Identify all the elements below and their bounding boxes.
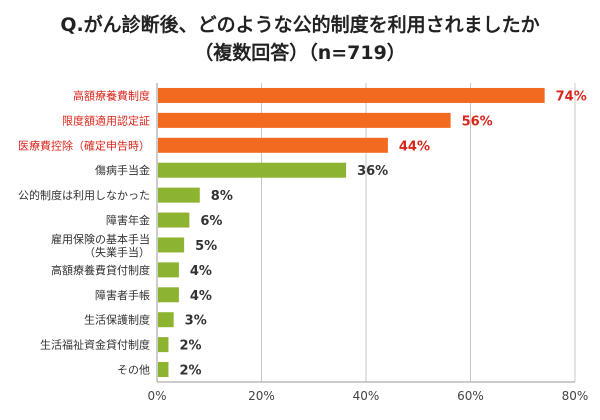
category-label: 限度額適用認定証 — [62, 113, 150, 127]
bar — [158, 337, 169, 353]
data-label: 2% — [179, 364, 201, 379]
data-label: 3% — [185, 314, 207, 329]
chart-title: Q.がん診断後、どのような公的制度を利用されましたか — [60, 14, 540, 36]
data-label: 8% — [211, 189, 233, 204]
category-label: 雇用保険の基本手当（失業手当） — [51, 232, 150, 259]
x-tick-label: 80% — [562, 389, 589, 403]
category-label: 障害者手帳 — [95, 288, 150, 302]
bar — [158, 237, 185, 253]
bar — [158, 362, 169, 378]
data-label: 6% — [200, 214, 222, 229]
category-label: 公的制度は利用しなかった — [18, 188, 150, 202]
category-label: 生活保護制度 — [84, 313, 150, 327]
category-label: 障害年金 — [106, 213, 150, 227]
data-label: 74% — [556, 89, 587, 104]
bar — [158, 262, 179, 278]
category-label: 高額療養費貸付制度 — [51, 263, 150, 277]
bar — [158, 187, 200, 203]
data-label: 36% — [357, 164, 388, 179]
data-label: 5% — [195, 239, 217, 254]
x-tick-label: 0% — [147, 389, 166, 403]
bar — [158, 212, 190, 228]
data-label: 4% — [190, 289, 212, 304]
data-label: 2% — [179, 339, 201, 354]
bar — [158, 287, 179, 303]
category-label: 生活福祉資金貸付制度 — [40, 338, 150, 352]
data-label: 44% — [399, 139, 430, 154]
category-label: 傷病手当金 — [95, 163, 150, 177]
bar — [158, 162, 347, 178]
bar — [158, 87, 545, 103]
data-label: 56% — [462, 114, 493, 129]
bar — [158, 137, 388, 153]
x-tick-label: 60% — [457, 389, 484, 403]
category-label: 医療費控除（確定申告時） — [18, 138, 150, 152]
x-tick-label: 40% — [353, 389, 380, 403]
bar — [158, 112, 451, 128]
category-label: 高額療養費制度 — [73, 88, 150, 102]
category-label: その他 — [117, 364, 150, 377]
chart-subtitle: （複数回答）（n=719） — [194, 42, 406, 64]
x-tick-label: 20% — [248, 389, 275, 403]
bar — [158, 312, 174, 328]
data-label: 4% — [190, 264, 212, 279]
